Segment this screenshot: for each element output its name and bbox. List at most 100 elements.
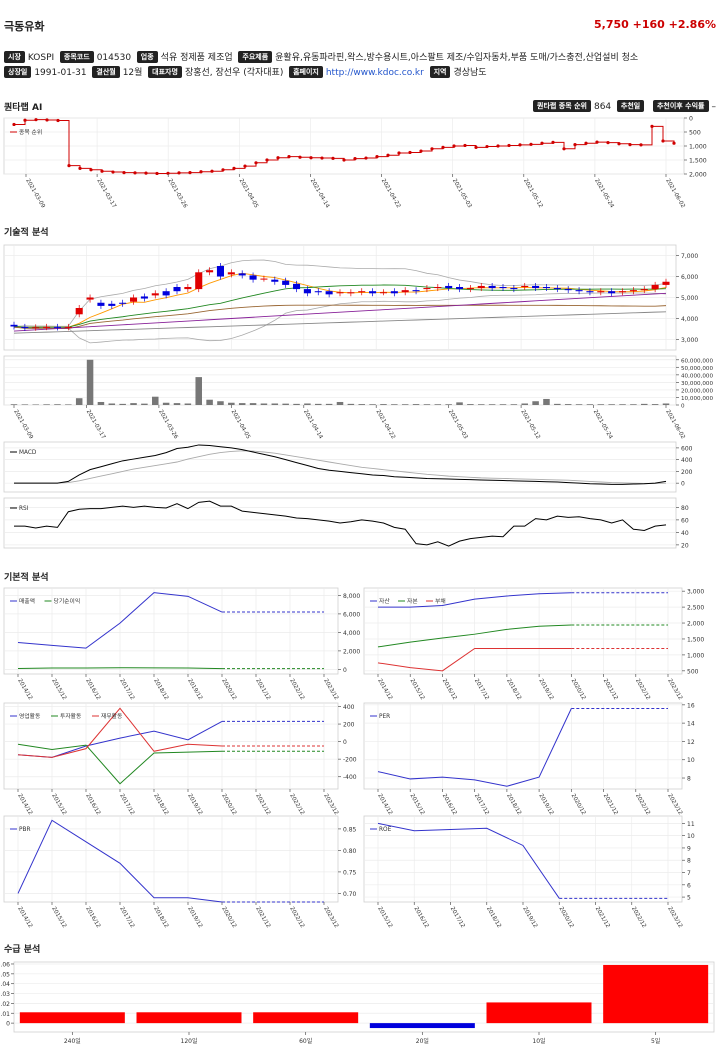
y-tick-label: 60: [681, 517, 689, 524]
listing-value: 1991-01-31: [34, 68, 87, 78]
candle-body: [401, 290, 409, 293]
x-tick-label: 2020/12: [570, 793, 587, 816]
pbr-chart-frame: [3, 815, 339, 903]
rank-point: [342, 158, 346, 162]
candle-body: [336, 292, 344, 294]
x-tick-label: 2018/12: [152, 793, 169, 816]
y-tick-label: 50,000,000: [681, 366, 713, 372]
section-fund-title: 기본적 분석: [4, 573, 49, 583]
y-tick-label: 400: [681, 457, 693, 464]
x-tick-label: 2015/12: [50, 678, 67, 701]
assets-chart-series-line: [377, 624, 572, 648]
volume-bar: [141, 403, 148, 405]
macd-chart-frame: [3, 441, 677, 493]
y-tick-label: 4,000: [681, 316, 698, 323]
rank-point: [430, 147, 434, 151]
candle-body: [119, 302, 127, 304]
rank-point: [199, 170, 203, 174]
industry-label: 업종: [136, 51, 158, 63]
rank-point: [441, 145, 445, 149]
candle-body: [488, 285, 496, 289]
rank-chart: 0 500 1,000 1,500 2,000 종목 순위 2021-03-09 2021-0…: [3, 116, 707, 210]
rank-point: [276, 156, 280, 160]
y-tick-label: 12: [687, 739, 695, 746]
x-tick-label: 2023/12: [666, 793, 683, 816]
legend-entry: 투자활동: [60, 712, 82, 720]
rank-point: [639, 143, 643, 147]
y-tick-label: 0.03: [0, 991, 10, 998]
pbr-chart-series-line: [17, 819, 223, 903]
y-tick-label: 10: [687, 757, 695, 764]
candle-body: [412, 290, 420, 292]
candle-body: [358, 291, 366, 293]
section-supply-title: 수급 분석: [4, 945, 41, 955]
x-tick-label: 2021-04-22: [380, 178, 401, 209]
volume-bar: [184, 403, 192, 405]
volume-bar: [195, 377, 202, 405]
volume-bar: [651, 404, 659, 405]
x-tick-label: 2017/12: [473, 678, 490, 701]
candle-body: [575, 290, 583, 292]
candle-body: [662, 281, 670, 285]
x-tick-label: 2021-03-09: [12, 409, 34, 441]
rank-point: [133, 171, 137, 175]
volume-bar: [10, 404, 18, 405]
y-tick-label: 6,000: [343, 611, 360, 618]
legend-entry: PER: [379, 714, 390, 720]
x-tick-label: 2014/12: [16, 906, 33, 929]
y-tick-label: 60,000,000: [681, 358, 713, 364]
section-ai-title: 퀀타랩 AI: [4, 103, 43, 113]
legend-entry: 자산: [379, 597, 390, 605]
legend-entry: 부채: [435, 597, 446, 605]
market-value: KOSPI: [27, 53, 55, 63]
x-tick-label: 2016/12: [84, 678, 101, 701]
rank-point: [67, 164, 71, 168]
x-tick-label: 2019/12: [186, 906, 203, 929]
products-label: 주요제품: [238, 51, 273, 63]
candle-body: [608, 291, 616, 294]
rank-value: 864: [593, 102, 612, 112]
x-tick-label: 2020/12: [220, 793, 237, 816]
y-tick-label: 8,000: [343, 593, 360, 600]
rank-point: [650, 124, 654, 128]
x-tick-label: 2021-05-12: [522, 178, 543, 209]
volume-bar: [412, 404, 420, 405]
y-tick-label: 40,000,000: [681, 373, 713, 379]
candle-body: [195, 272, 203, 290]
y-tick-label: 0.06: [0, 961, 10, 968]
x-tick-label: 2021-05-03: [447, 409, 469, 441]
rank-point: [628, 143, 632, 147]
x-tick-label: 2021-05-03: [451, 178, 473, 210]
y-tick-label: 2,000: [689, 172, 707, 179]
rank-point: [672, 141, 676, 145]
volume-bar: [162, 402, 170, 405]
candle-body: [64, 326, 72, 328]
homepage-link[interactable]: http://www.kdoc.co.kr: [325, 68, 424, 78]
y-tick-label: 9: [687, 845, 691, 852]
y-tick-label: 0: [343, 667, 347, 674]
fiscal-value: 12월: [122, 68, 143, 78]
code-value: 014530: [96, 53, 132, 63]
rank-point: [463, 143, 467, 148]
section-tech-title: 기술적 분석: [4, 228, 49, 238]
rank-point: [507, 143, 511, 148]
rank-point: [144, 171, 148, 175]
volume-bar: [380, 404, 387, 405]
x-tick-label: 2021-04-14: [302, 409, 324, 441]
candle-body: [510, 288, 518, 290]
volume-bar: [630, 404, 637, 405]
volume-bar: [391, 404, 398, 405]
candle-body: [108, 303, 116, 306]
rank-point: [166, 171, 170, 175]
candle-body: [542, 287, 550, 289]
x-tick-label: 2017/12: [473, 793, 490, 816]
volume-bar: [543, 398, 550, 405]
rank-point: [309, 156, 313, 160]
volume-bar: [206, 399, 213, 405]
volume-chart-frame: [3, 355, 677, 406]
legend-entry: ROE: [379, 827, 392, 833]
rank-point: [397, 151, 401, 155]
x-tick-label: 2020/12: [570, 678, 587, 701]
y-tick-label: 4,000: [343, 630, 360, 637]
